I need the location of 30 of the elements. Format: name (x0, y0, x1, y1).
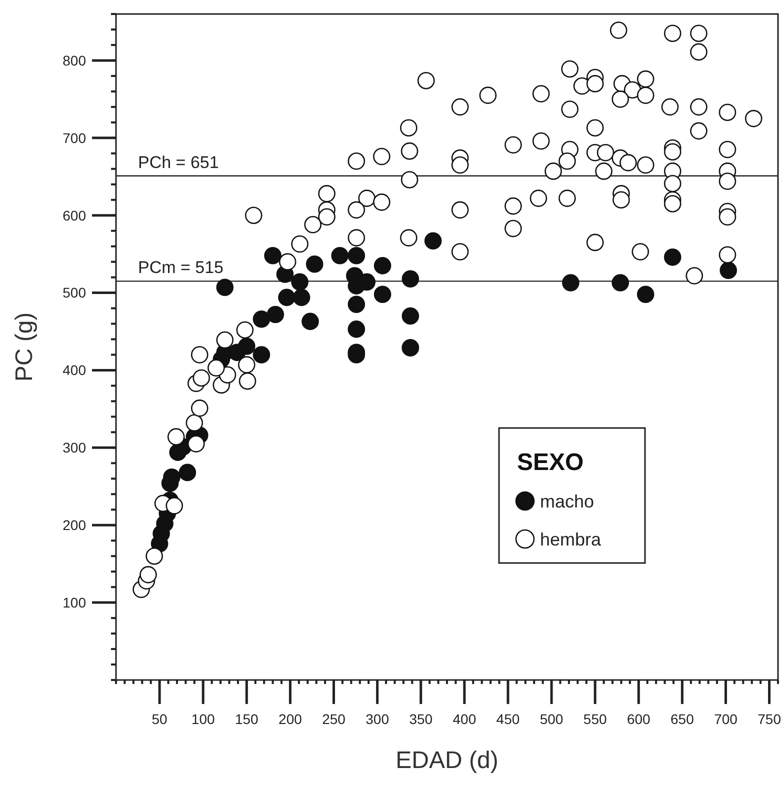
y-tick-label: 400 (62, 362, 86, 378)
x-tick-label: 250 (322, 711, 346, 727)
legend-label: macho (540, 491, 594, 512)
y-tick-label: 100 (62, 594, 86, 610)
x-tick-label: 200 (278, 711, 302, 727)
x-tick-label: 750 (758, 711, 782, 727)
y-tick-label: 300 (62, 440, 86, 456)
y-tick-label: 200 (62, 517, 86, 534)
x-tick-label: 500 (540, 711, 564, 727)
legend-title: SEXO (517, 449, 584, 476)
x-tick-label: 350 (409, 711, 433, 727)
y-axis-title: PC (g) (11, 312, 38, 382)
y-tick-label: 800 (62, 52, 86, 68)
x-tick-label: 650 (670, 711, 694, 727)
x-tick-label: 550 (583, 711, 607, 727)
x-tick-label: 150 (234, 711, 259, 727)
y-tick-label: 500 (62, 284, 86, 301)
x-tick-label: 400 (452, 711, 476, 727)
x-axis-title: EDAD (d) (396, 747, 498, 774)
x-tick-label: 300 (366, 711, 390, 727)
x-tick-label: 100 (191, 711, 215, 727)
x-tick-label: 600 (626, 711, 651, 727)
x-tick-label: 50 (152, 711, 168, 727)
x-tick-label: 700 (714, 711, 738, 727)
x-tick-label: 450 (496, 711, 520, 727)
y-tick-label: 700 (62, 130, 86, 146)
ref-line-label: PCm = 515 (138, 258, 224, 278)
ref-line-label: PCh = 651 (138, 152, 219, 172)
legend-label: hembra (540, 529, 602, 550)
y-tick-label: 600 (62, 207, 86, 224)
